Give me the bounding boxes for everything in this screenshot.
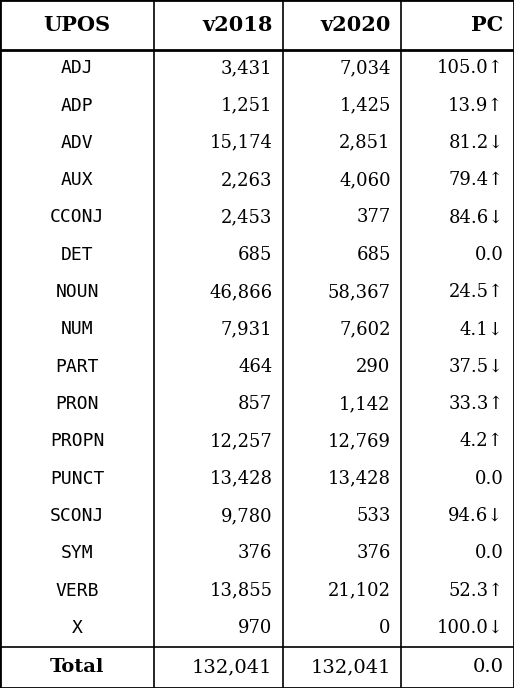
Text: NOUN: NOUN [56,283,99,301]
Text: 2,263: 2,263 [221,171,272,189]
Text: 377: 377 [356,208,391,226]
Text: 970: 970 [238,619,272,637]
Text: 4.1↓: 4.1↓ [460,321,504,338]
Text: 685: 685 [238,246,272,264]
Text: 4.2↑: 4.2↑ [460,433,504,451]
Text: 7,602: 7,602 [339,321,391,338]
Text: 0.0: 0.0 [473,658,504,676]
Text: 290: 290 [356,358,391,376]
Text: PRON: PRON [56,395,99,413]
Text: 58,367: 58,367 [327,283,391,301]
Text: ADP: ADP [61,96,94,114]
Text: AUX: AUX [61,171,94,189]
Text: 4,060: 4,060 [339,171,391,189]
Text: 857: 857 [238,395,272,413]
Text: 7,931: 7,931 [221,321,272,338]
Text: 1,251: 1,251 [221,96,272,114]
Text: 1,425: 1,425 [339,96,391,114]
Text: CCONJ: CCONJ [50,208,104,226]
Text: 100.0↓: 100.0↓ [437,619,504,637]
Text: 464: 464 [238,358,272,376]
Text: 12,769: 12,769 [327,433,391,451]
Text: DET: DET [61,246,94,264]
Text: 376: 376 [238,544,272,562]
Text: 3,431: 3,431 [221,59,272,77]
Text: 2,453: 2,453 [221,208,272,226]
Text: 0: 0 [379,619,391,637]
Text: PUNCT: PUNCT [50,470,104,488]
Text: 132,041: 132,041 [310,658,391,676]
Text: ADJ: ADJ [61,59,94,77]
Text: 13.9↑: 13.9↑ [448,96,504,114]
Text: X: X [71,619,83,637]
Text: NUM: NUM [61,321,94,338]
Text: 9,780: 9,780 [221,507,272,525]
Text: 7,034: 7,034 [339,59,391,77]
Text: VERB: VERB [56,582,99,600]
Text: 0.0: 0.0 [475,470,504,488]
Text: 0.0: 0.0 [475,544,504,562]
Text: v2020: v2020 [320,14,391,35]
Text: 132,041: 132,041 [192,658,272,676]
Text: v2018: v2018 [202,14,272,35]
Text: 376: 376 [356,544,391,562]
Text: 94.6↓: 94.6↓ [448,507,504,525]
Text: 1,142: 1,142 [339,395,391,413]
Text: 13,428: 13,428 [209,470,272,488]
Text: 15,174: 15,174 [210,134,272,152]
Text: 2,851: 2,851 [339,134,391,152]
Text: 81.2↓: 81.2↓ [448,134,504,152]
Text: PROPN: PROPN [50,433,104,451]
Text: 0.0: 0.0 [475,246,504,264]
Text: 533: 533 [356,507,391,525]
Text: 12,257: 12,257 [210,433,272,451]
Text: 13,855: 13,855 [209,582,272,600]
Text: ADV: ADV [61,134,94,152]
Text: SYM: SYM [61,544,94,562]
Text: PART: PART [56,358,99,376]
Text: 46,866: 46,866 [209,283,272,301]
Text: 685: 685 [356,246,391,264]
Text: 79.4↑: 79.4↑ [449,171,504,189]
Text: Total: Total [50,658,104,676]
Text: 24.5↑: 24.5↑ [449,283,504,301]
Text: 105.0↑: 105.0↑ [437,59,504,77]
Text: PC: PC [471,14,504,35]
Text: 84.6↓: 84.6↓ [448,208,504,226]
Text: 33.3↑: 33.3↑ [448,395,504,413]
Text: SCONJ: SCONJ [50,507,104,525]
Text: 52.3↑: 52.3↑ [449,582,504,600]
Text: 37.5↓: 37.5↓ [449,358,504,376]
Text: UPOS: UPOS [44,14,111,35]
Text: 13,428: 13,428 [327,470,391,488]
Text: 21,102: 21,102 [327,582,391,600]
